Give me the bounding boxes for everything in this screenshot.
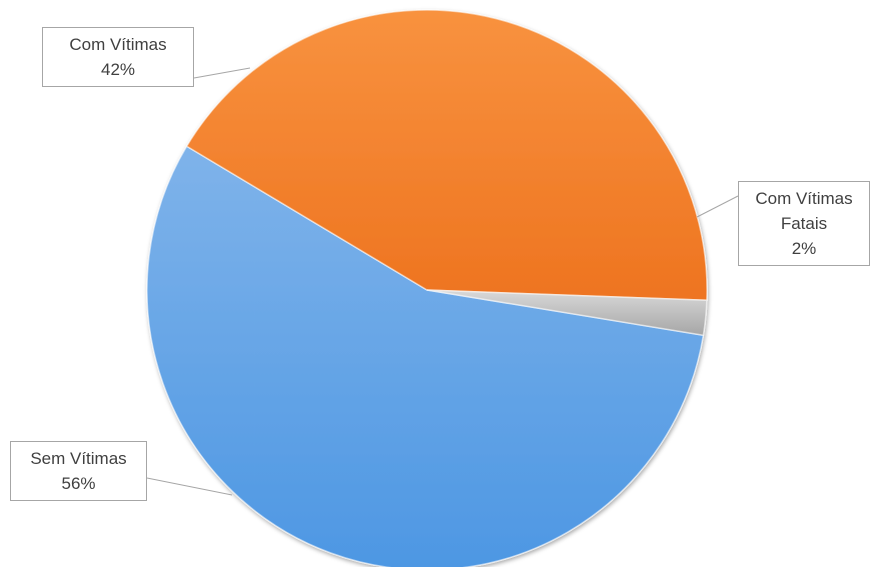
data-label-fatais-name-line1: Com Vítimas [755, 189, 853, 208]
data-label-sem-vitimas: Sem Vítimas 56% [10, 441, 147, 501]
data-label-sem-vitimas-name: Sem Vítimas [30, 449, 127, 468]
leader-line-com-vitimas [193, 67, 251, 79]
leader-line-com-vitimas-fatais [696, 195, 739, 218]
data-label-com-vitimas-name: Com Vítimas [69, 35, 167, 54]
data-label-com-vitimas: Com Vítimas 42% [42, 27, 194, 87]
data-label-com-vitimas-percent: 42% [100, 60, 136, 79]
data-label-fatais-name-line2: Fatais [780, 214, 828, 233]
pie-slice-com-vitimas [185, 9, 708, 302]
data-label-sem-vitimas-percent: 56% [61, 474, 96, 493]
pie-slice-com-vitimas-fatais [426, 289, 708, 337]
data-label-fatais-percent: 2% [791, 239, 817, 258]
data-label-com-vitimas-fatais: Com Vítimas Fatais 2% [738, 181, 870, 266]
leader-line-sem-vitimas [146, 477, 233, 496]
pie-slice-sem-vitimas [146, 145, 705, 567]
